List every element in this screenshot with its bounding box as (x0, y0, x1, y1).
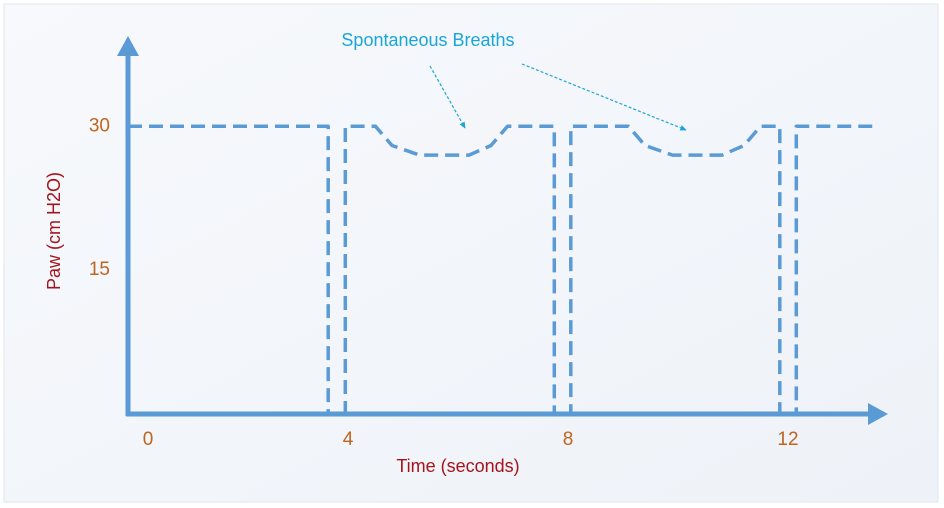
annotation: Spontaneous Breaths (341, 30, 514, 50)
x-tick-label: 4 (343, 429, 354, 450)
x-tick-label: 8 (563, 429, 574, 450)
background (3, 3, 939, 503)
x-tick-label: 12 (777, 429, 798, 450)
x-axis-label: Time (seconds) (396, 456, 519, 476)
y-tick-label: 15 (89, 259, 110, 280)
annotation-arrow (429, 65, 466, 129)
y-axis-arrow (117, 36, 139, 56)
y-tick-label: 30 (89, 115, 110, 136)
y-axis-label: Paw (cm H2O) (44, 172, 64, 290)
x-tick-label: 0 (143, 429, 154, 450)
x-axis-arrow (868, 403, 888, 425)
annotation-arrow (521, 63, 687, 131)
